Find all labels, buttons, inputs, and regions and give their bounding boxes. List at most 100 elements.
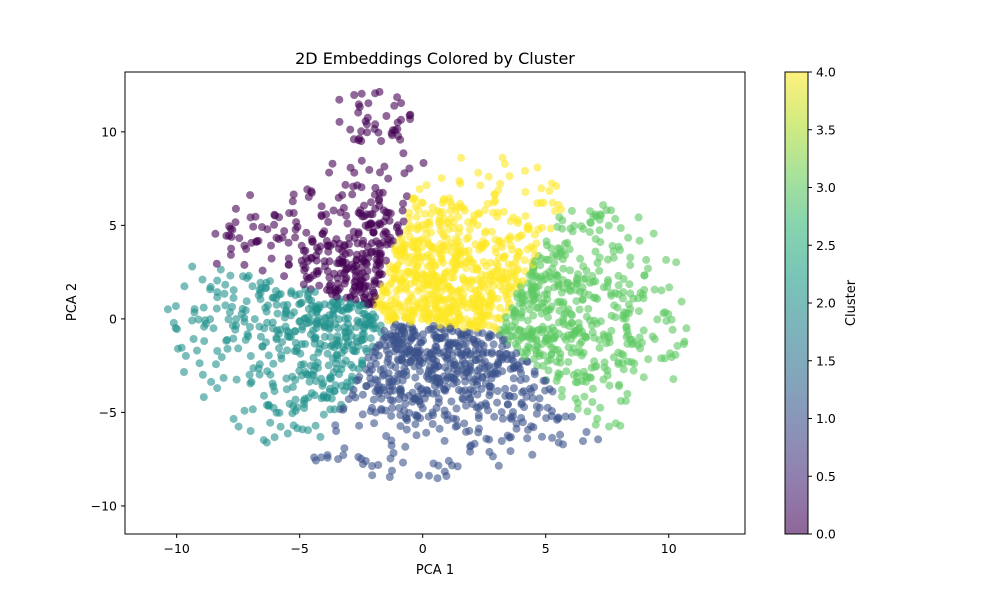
data-point-cluster-3 [573, 399, 582, 407]
data-point-cluster-1 [491, 370, 500, 378]
data-point-cluster-1 [490, 412, 499, 421]
data-point-cluster-3 [532, 336, 541, 345]
data-point-cluster-3 [587, 321, 596, 330]
data-point-cluster-2 [341, 333, 350, 341]
data-point-cluster-1 [528, 394, 537, 403]
data-point-cluster-0 [318, 230, 327, 238]
data-point-cluster-3 [587, 363, 596, 372]
data-point-cluster-3 [565, 245, 574, 254]
data-point-cluster-0 [363, 266, 372, 275]
data-point-cluster-2 [306, 361, 315, 370]
data-point-cluster-4 [424, 279, 433, 288]
data-point-cluster-0 [284, 254, 293, 263]
data-point-cluster-2 [261, 283, 270, 292]
data-point-cluster-4 [419, 310, 428, 318]
data-point-cluster-4 [430, 243, 439, 252]
data-point-cluster-0 [335, 244, 343, 253]
data-point-cluster-4 [397, 274, 406, 283]
data-point-cluster-2 [263, 401, 271, 410]
data-point-cluster-4 [422, 303, 431, 312]
data-point-cluster-0 [350, 234, 359, 243]
data-point-cluster-1 [332, 427, 341, 435]
data-point-cluster-0 [235, 234, 244, 243]
data-point-cluster-2 [304, 289, 313, 298]
data-point-cluster-0 [297, 241, 306, 250]
data-point-cluster-4 [515, 232, 524, 241]
data-point-cluster-4 [490, 322, 499, 331]
data-point-cluster-4 [458, 273, 467, 282]
data-point-cluster-4 [539, 198, 548, 207]
data-point-cluster-3 [640, 271, 649, 280]
data-point-cluster-4 [455, 176, 464, 185]
data-point-cluster-3 [602, 206, 611, 215]
data-point-cluster-3 [517, 333, 526, 342]
data-point-cluster-4 [537, 184, 546, 193]
data-point-cluster-2 [358, 359, 367, 368]
data-point-cluster-0 [225, 231, 233, 240]
data-point-cluster-2 [343, 314, 352, 323]
data-point-cluster-2 [209, 324, 218, 333]
data-point-cluster-1 [548, 433, 557, 442]
data-point-cluster-1 [424, 369, 433, 378]
data-point-cluster-4 [464, 279, 473, 288]
data-point-cluster-4 [519, 277, 528, 285]
data-point-cluster-4 [499, 274, 508, 283]
data-point-cluster-0 [363, 128, 372, 137]
data-point-cluster-2 [282, 307, 290, 316]
data-point-cluster-3 [616, 397, 625, 405]
data-point-cluster-1 [393, 345, 402, 354]
data-point-cluster-4 [385, 268, 394, 277]
data-point-cluster-2 [171, 302, 180, 311]
data-point-cluster-0 [397, 115, 405, 124]
data-point-cluster-0 [226, 250, 235, 259]
data-point-cluster-0 [314, 267, 323, 275]
data-point-cluster-2 [177, 343, 186, 352]
data-point-cluster-1 [434, 362, 443, 371]
data-point-cluster-2 [342, 382, 351, 391]
y-tick-label: 0 [109, 311, 117, 326]
data-point-cluster-2 [276, 290, 285, 298]
data-point-cluster-1 [524, 425, 532, 434]
data-point-cluster-1 [476, 401, 485, 410]
data-point-cluster-3 [555, 306, 564, 315]
data-point-cluster-0 [246, 213, 255, 222]
data-point-cluster-2 [269, 403, 278, 412]
data-point-cluster-4 [413, 274, 422, 283]
data-point-cluster-1 [440, 436, 449, 445]
data-point-cluster-1 [383, 391, 392, 400]
data-point-cluster-2 [332, 339, 341, 348]
data-point-cluster-3 [578, 283, 587, 292]
data-point-cluster-1 [340, 444, 349, 453]
data-point-cluster-0 [370, 292, 379, 301]
data-point-cluster-4 [447, 273, 456, 282]
data-point-cluster-4 [435, 214, 444, 223]
data-point-cluster-1 [355, 421, 364, 430]
data-point-cluster-1 [339, 405, 348, 414]
data-point-cluster-1 [419, 330, 427, 339]
x-axis-label: PCA 1 [416, 563, 454, 578]
data-point-cluster-3 [526, 299, 535, 308]
data-point-cluster-2 [223, 344, 232, 353]
colorbar-tick-label: 4.0 [816, 65, 836, 80]
data-point-cluster-1 [323, 451, 332, 460]
data-point-cluster-1 [488, 452, 497, 461]
data-point-cluster-2 [248, 405, 257, 414]
data-point-cluster-0 [355, 102, 364, 111]
data-point-cluster-2 [198, 275, 207, 284]
data-point-cluster-2 [229, 334, 238, 343]
data-point-cluster-3 [607, 289, 616, 298]
data-point-cluster-2 [311, 334, 320, 343]
data-point-cluster-1 [358, 390, 367, 399]
data-point-cluster-3 [625, 280, 634, 289]
data-point-cluster-1 [434, 461, 443, 470]
data-point-cluster-2 [275, 408, 284, 417]
data-point-cluster-4 [422, 229, 431, 238]
data-point-cluster-4 [387, 314, 396, 323]
data-point-cluster-2 [255, 360, 264, 369]
data-point-cluster-0 [322, 210, 331, 219]
data-point-cluster-2 [229, 414, 238, 423]
data-point-cluster-2 [220, 289, 229, 298]
data-point-cluster-1 [351, 393, 360, 402]
data-point-cluster-2 [250, 315, 259, 324]
